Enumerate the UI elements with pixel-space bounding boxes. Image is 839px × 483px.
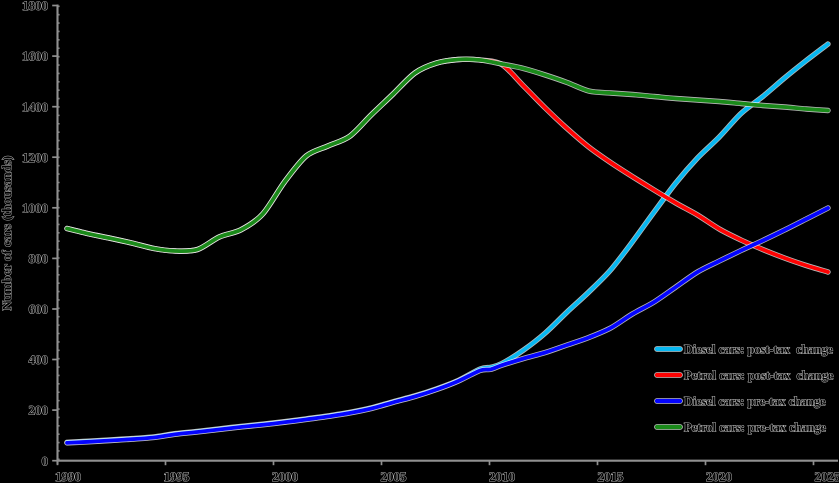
svg-text:800: 800: [29, 251, 49, 266]
svg-text:1990: 1990: [55, 469, 81, 483]
svg-text:1800: 1800: [22, 0, 48, 13]
svg-text:Number of cars (thousands): Number of cars (thousands): [0, 156, 14, 311]
svg-text:Petrol cars: pre-tax change: Petrol cars: pre-tax change: [684, 420, 826, 434]
svg-text:1995: 1995: [164, 469, 191, 483]
svg-text:1200: 1200: [22, 150, 48, 165]
svg-text:Petrol cars: post-tax change: Petrol cars: post-tax change: [684, 368, 834, 382]
svg-text:1600: 1600: [22, 49, 48, 64]
svg-text:2025: 2025: [815, 469, 839, 483]
svg-text:400: 400: [29, 352, 49, 367]
svg-text:2005: 2005: [381, 469, 408, 483]
svg-text:Diesel cars: post-tax change: Diesel cars: post-tax change: [684, 342, 833, 356]
svg-text:2010: 2010: [489, 469, 515, 483]
svg-text:Diesel cars: pre-tax change: Diesel cars: pre-tax change: [684, 394, 826, 408]
svg-text:2015: 2015: [598, 469, 625, 483]
svg-text:1000: 1000: [22, 200, 48, 215]
svg-text:2000: 2000: [272, 469, 298, 483]
svg-text:1400: 1400: [22, 99, 48, 114]
svg-text:2020: 2020: [706, 469, 732, 483]
svg-text:600: 600: [29, 302, 49, 317]
svg-text:200: 200: [29, 403, 49, 418]
svg-text:0: 0: [42, 453, 49, 468]
